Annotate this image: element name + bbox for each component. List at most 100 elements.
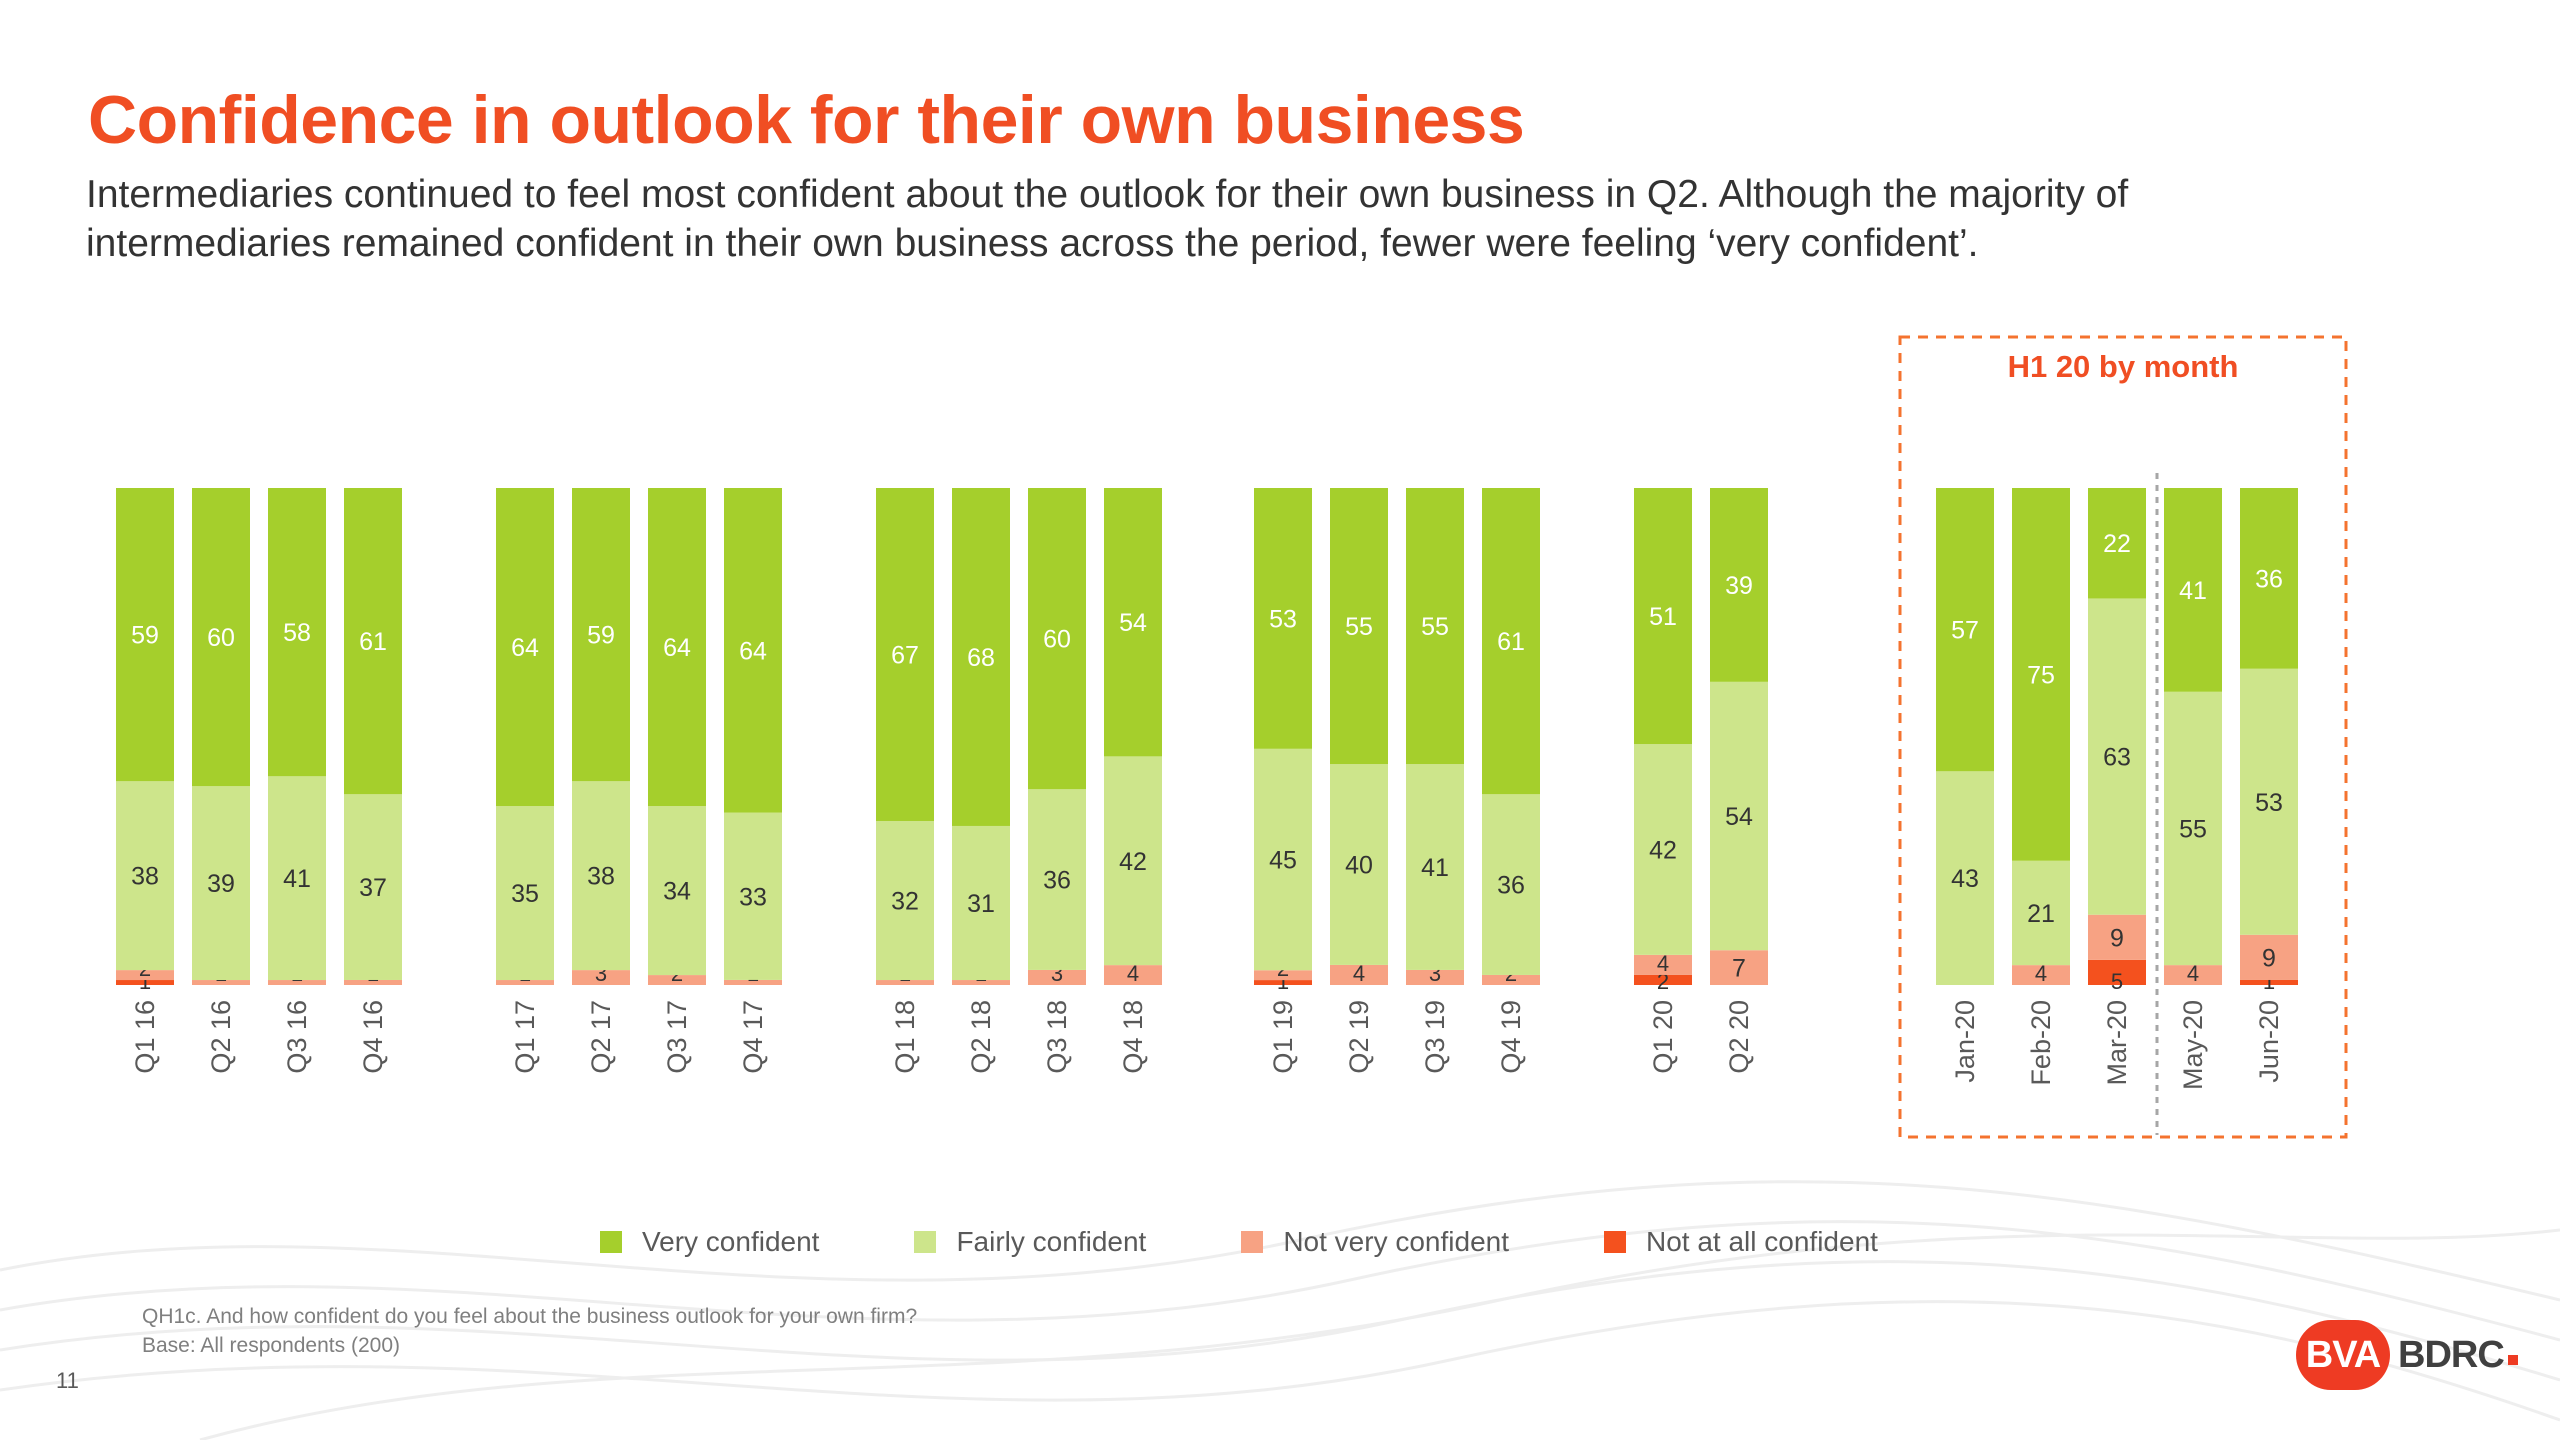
bar-segment bbox=[2240, 934, 2298, 980]
bar-segment bbox=[268, 776, 326, 981]
data-label: 39 bbox=[207, 870, 235, 898]
bar-segment bbox=[1406, 488, 1464, 765]
legend-item-not-at-all-confident: Not at all confident bbox=[1604, 1226, 1878, 1258]
bar-segment bbox=[1254, 970, 1312, 981]
data-label: 41 bbox=[283, 865, 311, 893]
bar-segment bbox=[724, 812, 782, 980]
data-label: 4 bbox=[1353, 961, 1365, 986]
data-label: 21 bbox=[2027, 900, 2055, 928]
category-label: Feb-20 bbox=[2026, 1000, 2056, 1086]
bar-segment bbox=[1710, 950, 1768, 985]
bar-segment bbox=[1710, 681, 1768, 951]
bar-segment bbox=[876, 820, 934, 981]
bar-segment bbox=[1104, 756, 1162, 966]
bar-segment bbox=[724, 979, 782, 985]
bar-segment bbox=[1028, 488, 1086, 790]
bar-segment bbox=[496, 806, 554, 981]
data-label: 54 bbox=[1119, 609, 1147, 637]
data-label: 43 bbox=[1951, 865, 1979, 893]
bar-segment bbox=[1936, 771, 1994, 985]
bar-segment bbox=[116, 781, 174, 971]
bar-segment bbox=[1482, 974, 1540, 985]
data-label: 55 bbox=[1345, 613, 1373, 641]
data-label: 41 bbox=[2179, 577, 2207, 605]
bar-segment bbox=[648, 975, 706, 985]
data-label: 68 bbox=[967, 644, 995, 672]
data-label: 2 bbox=[1657, 969, 1669, 994]
category-label: Q3 16 bbox=[282, 1000, 312, 1074]
data-label: 38 bbox=[131, 863, 159, 891]
category-label: Q1 19 bbox=[1268, 1000, 1298, 1074]
bar-segment bbox=[1936, 488, 1994, 772]
bars-group: 123859Q1 1613960Q2 1614158Q3 1613761Q4 1… bbox=[116, 488, 2298, 1090]
bar-segment bbox=[1482, 488, 1540, 795]
data-label: 61 bbox=[1497, 628, 1525, 656]
category-label: Q2 19 bbox=[1344, 1000, 1374, 1074]
data-label: 22 bbox=[2103, 530, 2131, 558]
bar-segment bbox=[116, 488, 174, 782]
data-label: 45 bbox=[1269, 847, 1297, 875]
category-label: Q1 17 bbox=[510, 1000, 540, 1074]
data-label: 32 bbox=[891, 888, 919, 916]
data-label: 40 bbox=[1345, 852, 1373, 880]
category-label: Q4 18 bbox=[1118, 1000, 1148, 1074]
data-label: 55 bbox=[2179, 815, 2207, 843]
legend-swatch bbox=[1604, 1231, 1626, 1253]
bar-segment bbox=[1254, 488, 1312, 749]
data-label: 54 bbox=[1725, 803, 1753, 831]
data-label: 75 bbox=[2027, 661, 2055, 689]
data-label: 60 bbox=[207, 624, 235, 652]
bar-segment bbox=[496, 488, 554, 807]
bar-segment bbox=[192, 980, 250, 985]
category-label: Jan-20 bbox=[1950, 1000, 1980, 1083]
data-label: 37 bbox=[359, 874, 387, 902]
data-label: 63 bbox=[2103, 744, 2131, 772]
data-label: 7 bbox=[1732, 955, 1746, 983]
data-label: 33 bbox=[739, 883, 767, 911]
bar-segment bbox=[572, 970, 630, 985]
category-label: Q3 19 bbox=[1420, 1000, 1450, 1074]
data-label: 67 bbox=[891, 641, 919, 669]
bar-segment bbox=[1028, 969, 1086, 985]
data-label: 9 bbox=[2262, 944, 2276, 972]
legend-label: Not very confident bbox=[1283, 1226, 1509, 1257]
bar-segment bbox=[572, 488, 630, 782]
bar-segment bbox=[1330, 964, 1388, 985]
bar-segment bbox=[1634, 974, 1692, 985]
decorative-swirl-background bbox=[0, 1180, 2560, 1440]
bar-segment bbox=[952, 825, 1010, 981]
bar-segment bbox=[2012, 860, 2070, 966]
bar-segment bbox=[876, 488, 934, 821]
category-label: Q1 18 bbox=[890, 1000, 920, 1074]
footnote-base: Base: All respondents (200) bbox=[142, 1334, 400, 1357]
data-label: 60 bbox=[1043, 626, 1071, 654]
bar-segment bbox=[2164, 488, 2222, 692]
bar-segment bbox=[1710, 488, 1768, 682]
data-label: 57 bbox=[1951, 617, 1979, 645]
data-label: 31 bbox=[967, 890, 995, 918]
bar-segment bbox=[2240, 668, 2298, 935]
legend-label: Fairly confident bbox=[956, 1226, 1147, 1257]
bar-segment bbox=[1028, 789, 1086, 970]
bar-segment bbox=[1330, 764, 1388, 965]
bar-segment bbox=[2088, 598, 2146, 915]
bar-segment bbox=[2088, 488, 2146, 599]
bar-segment bbox=[2240, 979, 2298, 985]
bar-segment bbox=[344, 794, 402, 980]
bar-segment bbox=[1406, 969, 1464, 985]
data-label: 41 bbox=[1421, 854, 1449, 882]
bar-segment bbox=[1104, 488, 1162, 757]
data-label: 38 bbox=[587, 863, 615, 891]
category-label: Q1 20 bbox=[1648, 1000, 1678, 1074]
footnote: QH1c. And how confident do you feel abou… bbox=[142, 1302, 917, 1360]
legend-item-not-very-confident: Not very confident bbox=[1241, 1226, 1509, 1258]
bar-segment bbox=[2164, 965, 2222, 985]
bar-segment bbox=[192, 488, 250, 787]
category-label: Q3 18 bbox=[1042, 1000, 1072, 1074]
bar-segment bbox=[116, 980, 174, 985]
data-label: 59 bbox=[131, 622, 159, 650]
category-label: May-20 bbox=[2178, 1000, 2208, 1090]
stacked-bar-chart: H1 20 by month 123859Q1 1613960Q2 161415… bbox=[116, 335, 2348, 1139]
bar-segment bbox=[572, 781, 630, 971]
bar-segment bbox=[496, 980, 554, 985]
